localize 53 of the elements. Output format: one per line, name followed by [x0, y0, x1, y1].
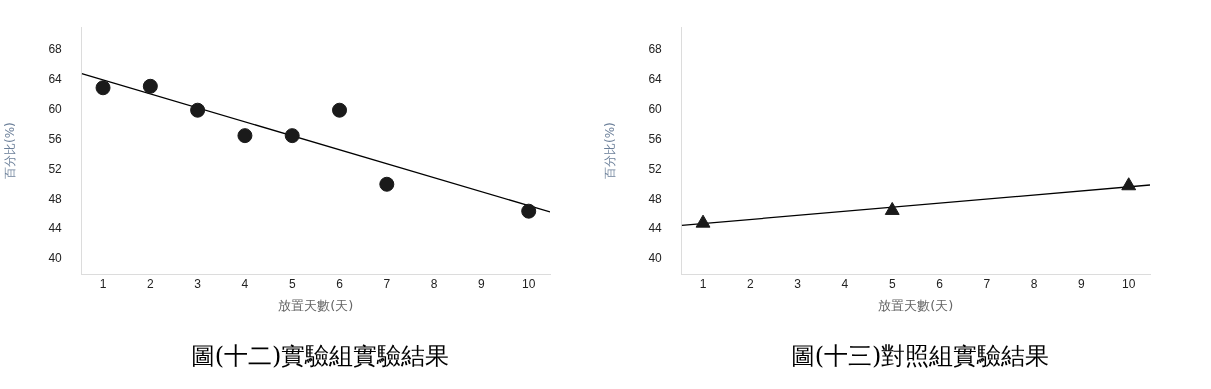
y-tick-label: 68	[48, 41, 63, 56]
y-tick-label: 56	[648, 131, 663, 146]
x-tick-label: 1	[99, 276, 107, 291]
y-axis-title: 百分比(%)	[3, 122, 18, 179]
x-tick-label: 10	[522, 276, 536, 291]
y-tick-label: 40	[48, 251, 63, 266]
x-tick-label: 1	[699, 276, 707, 291]
y-tick-label: 64	[648, 71, 663, 86]
point	[695, 214, 711, 228]
x-tick-label: 4	[841, 276, 849, 291]
point	[521, 203, 537, 219]
y-axis-title: 百分比(%)	[603, 122, 618, 179]
y-tick-label: 56	[48, 131, 63, 146]
x-tick-label: 6	[336, 276, 344, 291]
y-tick-label: 44	[48, 221, 63, 236]
y-tick-label: 52	[648, 161, 663, 176]
text: 圖(十二)實驗組實驗結果	[189, 341, 451, 372]
y-tick-label: 64	[48, 71, 63, 86]
y-tick-label: 48	[48, 191, 63, 206]
x-tick-label: 5	[288, 276, 296, 291]
y-tick-label: 52	[48, 161, 63, 176]
x-tick-label: 8	[1030, 276, 1038, 291]
x-tick-label: 10	[1122, 276, 1136, 291]
y-tick-label: 60	[648, 101, 663, 116]
point	[284, 128, 300, 144]
point	[379, 176, 395, 192]
text: 圖(十三)對照組實驗結果	[789, 341, 1051, 372]
x-tick-label: 8	[430, 276, 438, 291]
point	[1121, 177, 1137, 191]
y-tick-label: 68	[648, 41, 663, 56]
y-tick-label: 40	[648, 251, 663, 266]
x-tick-label: 9	[1078, 276, 1086, 291]
point	[237, 128, 253, 144]
point	[190, 102, 206, 118]
x-tick-label: 6	[936, 276, 944, 291]
x-axis-title: 放置天數(天)	[278, 297, 354, 313]
point	[95, 80, 111, 96]
x-tick-label: 3	[194, 276, 202, 291]
point	[142, 78, 158, 94]
y-tick-label: 44	[648, 221, 663, 236]
x-tick-label: 4	[241, 276, 249, 291]
point	[884, 201, 900, 215]
x-tick-label: 9	[478, 276, 486, 291]
x-tick-label: 2	[146, 276, 154, 291]
point	[332, 102, 348, 118]
x-tick-label: 7	[383, 276, 391, 291]
x-tick-label: 7	[983, 276, 991, 291]
y-tick-label: 60	[48, 101, 63, 116]
y-tick-label: 48	[648, 191, 663, 206]
x-tick-label: 3	[794, 276, 802, 291]
x-tick-label: 2	[746, 276, 754, 291]
x-tick-label: 5	[888, 276, 896, 291]
x-axis-title: 放置天數(天)	[878, 297, 954, 313]
